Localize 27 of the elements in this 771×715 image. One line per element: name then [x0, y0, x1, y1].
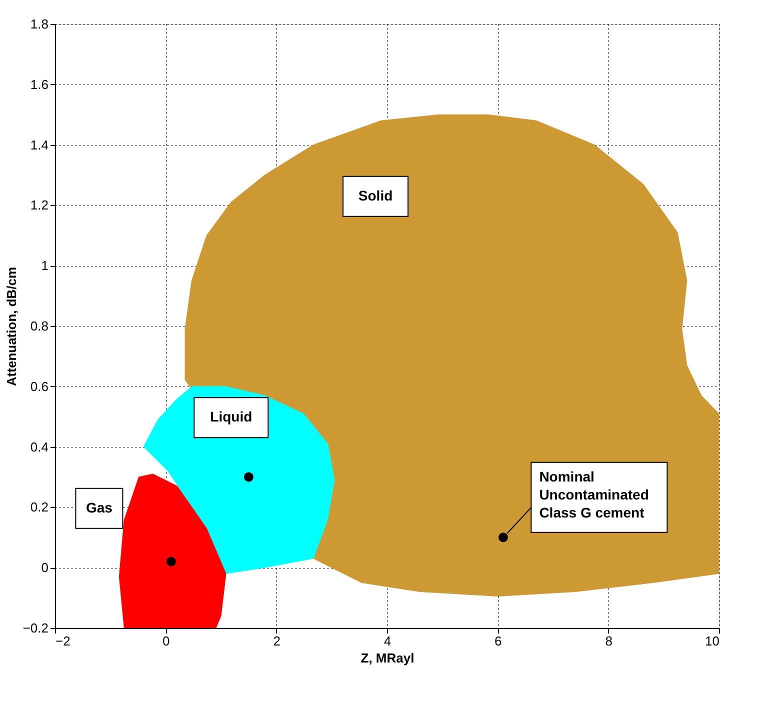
- point: [498, 532, 508, 542]
- x-axis-title: Z, MRayl: [360, 650, 414, 666]
- y-tick-label: 0.4: [30, 439, 48, 454]
- series-label: Gas: [86, 499, 113, 516]
- y-tick-label: 0.8: [30, 318, 48, 334]
- y-tick-label: 1.2: [30, 198, 48, 213]
- x-tick-label: 8: [605, 634, 612, 648]
- x-tick-label: −2: [56, 634, 70, 648]
- y-axis-title: Attenuation, dB/cm: [4, 266, 19, 386]
- y-tick-label: 0: [41, 560, 48, 576]
- x-tick-label: 2: [273, 634, 280, 648]
- point: [244, 472, 254, 482]
- y-tick-label: 0.2: [30, 500, 48, 515]
- y-tick-label: 1: [41, 258, 48, 274]
- series-label: Liquid: [210, 408, 252, 425]
- y-tick-label: −0.2: [22, 620, 48, 636]
- annotation: Nominal Uncontaminated Class G cement: [539, 468, 649, 520]
- y-tick-label: 1.4: [30, 137, 48, 152]
- x-tick-label: 6: [494, 634, 502, 648]
- x-tick-label: 0: [162, 634, 170, 648]
- x-tick-label: 4: [384, 634, 392, 648]
- y-tick-label: 1.6: [30, 76, 48, 92]
- y-tick-label: 0.6: [30, 378, 48, 394]
- x-tick-label: 10: [705, 634, 720, 648]
- point: [166, 556, 176, 566]
- series-label: Solid: [358, 187, 393, 204]
- y-tick-label: 1.8: [30, 16, 48, 32]
